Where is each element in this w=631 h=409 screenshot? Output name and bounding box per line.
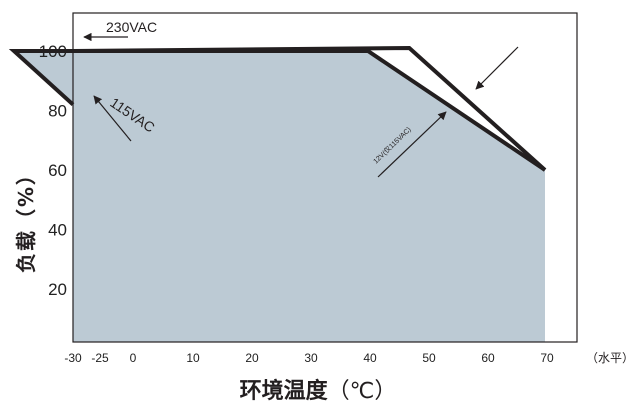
x-axis-title: 环境温度（℃） [240, 378, 397, 404]
series-line-115vac [8, 49, 547, 172]
y-tick-label: 20 [48, 280, 67, 299]
x-tick-label: 30 [304, 351, 318, 365]
x-tick-label: -30 [64, 351, 82, 365]
x-tick-label: 60 [481, 351, 495, 365]
x-tick-label: 40 [363, 351, 377, 365]
load-area-fill [14, 51, 545, 342]
y-tick-label: 80 [48, 102, 67, 121]
x-axis-ticks: -30 -25 0 10 20 30 40 50 60 70 [64, 351, 554, 365]
arrow-115vac [93, 95, 132, 142]
arrow-12v-note [377, 111, 447, 178]
y-tick-label: 40 [48, 221, 67, 240]
x-tick-label: 10 [186, 351, 200, 365]
x-tick-label: 20 [245, 351, 259, 365]
y-axis-title: 负载（%） [14, 163, 38, 273]
y-tick-label: 60 [48, 161, 67, 180]
x-axis-title-main: 环境温度 [240, 378, 329, 404]
arrow-230vac-segment [475, 46, 519, 90]
plot-frame [72, 12, 578, 343]
x-axis-title-unit: （℃） [328, 379, 397, 404]
x-tick-label: 0 [130, 351, 137, 365]
x-tick-label: 50 [422, 351, 436, 365]
x-tick-label: -25 [91, 351, 109, 365]
x-tick-label: 70 [540, 351, 554, 365]
x-unit-note: （水平） [586, 351, 631, 365]
annotation-230vac: 230VAC [106, 19, 157, 35]
